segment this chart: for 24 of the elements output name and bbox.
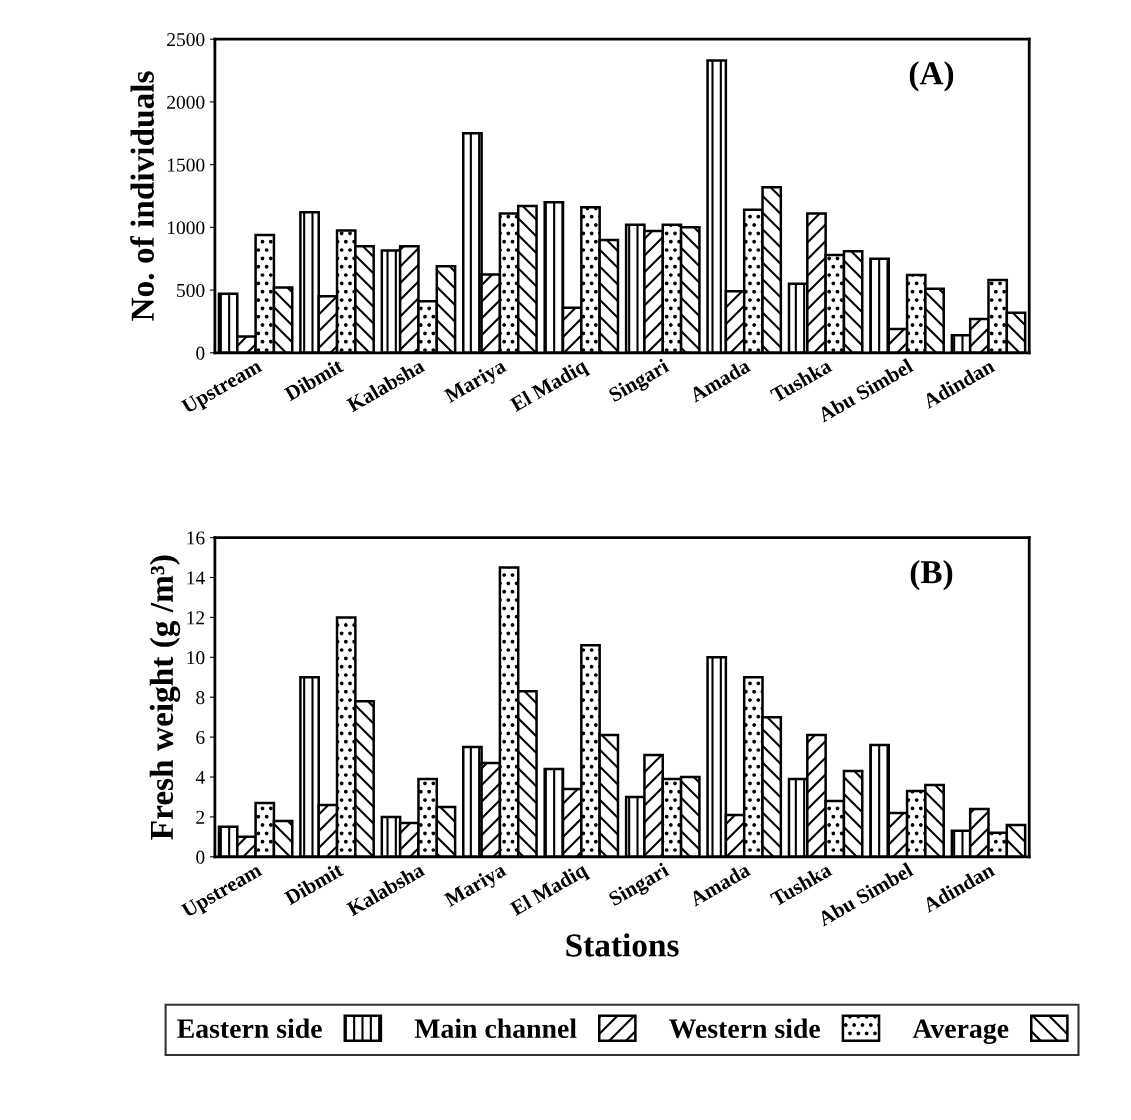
y-tick-label: 2000 (167, 95, 205, 109)
annotation: (B) (910, 559, 953, 591)
y-tick-label: 4 (195, 770, 205, 784)
y-tick-label: 2 (196, 810, 205, 824)
y-tick-label: 500 (177, 283, 205, 298)
y-tick-label: 1000 (167, 221, 205, 235)
y-axis-title: No. of individuals (130, 71, 155, 321)
legend-label: Western side (669, 1018, 820, 1039)
y-tick-label: 8 (196, 691, 205, 705)
y-tick-label: 0 (196, 850, 205, 864)
x-axis-title: Stations (566, 933, 679, 957)
y-axis-title: Fresh weight (g /m³) (149, 555, 181, 840)
y-tick-label: 16 (187, 531, 205, 545)
y-tick-label: 1500 (167, 158, 205, 172)
y-tick-label: 14 (187, 571, 205, 585)
y-tick-label: 0 (196, 346, 205, 360)
legend-label: Main channel (414, 1018, 577, 1039)
annotation: (A) (909, 61, 954, 92)
legend-label: Eastern side (177, 1018, 322, 1039)
y-tick-label: 10 (187, 651, 205, 665)
y-tick-label: 12 (187, 611, 205, 625)
legend-label: Average (912, 1019, 1009, 1044)
y-tick-label: 6 (196, 730, 205, 745)
y-tick-label: 2500 (167, 33, 205, 47)
